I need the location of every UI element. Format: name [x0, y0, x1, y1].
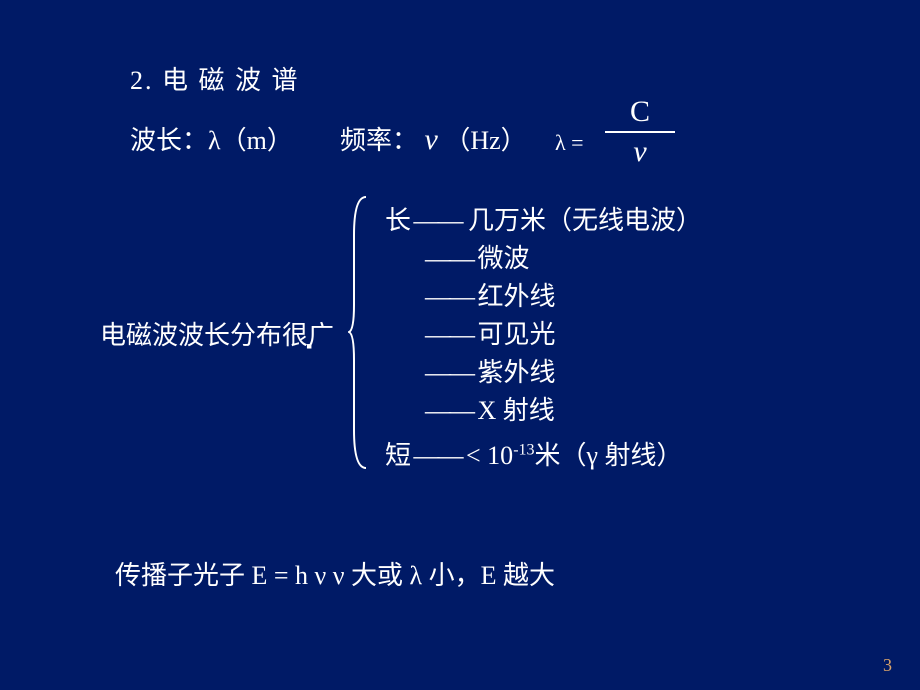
item2-text: 微波	[478, 244, 530, 273]
item1-text: 几万米（无线电波）	[462, 206, 703, 235]
fraction-bar	[605, 131, 675, 133]
spectrum-item-4: —— 可见光	[425, 314, 556, 351]
page-number: 3	[883, 655, 892, 676]
item4-prefix: ——	[425, 320, 478, 349]
spectrum-item-2: —— 微波	[425, 238, 530, 275]
frequency-label: 频率： ν （Hz）	[340, 120, 527, 157]
spectrum-item-5: —— 紫外线	[425, 352, 556, 389]
spectrum-range-label: 电磁波波长分布很广	[100, 315, 334, 352]
fraction-numerator: C	[600, 95, 680, 129]
lambda-equals: λ =	[555, 130, 584, 156]
section-title: 2. 电 磁 波 谱	[130, 60, 300, 97]
item6-prefix: ——	[425, 396, 478, 425]
last-vpre: < 10	[466, 441, 513, 470]
item5-text: 紫外线	[478, 358, 556, 387]
last-vsuf: 米（γ 射线）	[535, 441, 683, 470]
wavelength-text: 波长：λ（m）	[130, 126, 293, 155]
fraction-denominator: ν	[600, 135, 680, 169]
item1-prefix: 长 ——	[385, 206, 462, 235]
photon-energy-line: 传播子光子 E = h ν ν 大或 λ 小，E 越大	[115, 555, 555, 592]
item4-text: 可见光	[478, 320, 556, 349]
item3-prefix: ——	[425, 282, 478, 311]
fraction-c-over-nu: C ν	[600, 95, 680, 169]
slide-content: 2. 电 磁 波 谱 波长：λ（m） 频率： ν （Hz） λ = C ν 电磁…	[0, 0, 920, 690]
spectrum-item-1: 长 —— 几万米（无线电波）	[385, 200, 702, 237]
center-marker-icon: ▪	[306, 336, 312, 357]
nu-symbol: ν	[425, 123, 438, 156]
spectrum-item-last: 短 —— < 10-13米（γ 射线）	[385, 435, 683, 472]
last-prefix: 短 ——	[385, 441, 466, 470]
last-exponent: -13	[513, 441, 534, 458]
freq-unit: （Hz）	[444, 126, 526, 155]
freq-prefix: 频率：	[340, 126, 418, 155]
item3-text: 红外线	[478, 282, 556, 311]
item5-prefix: ——	[425, 358, 478, 387]
item6-text: X 射线	[478, 396, 555, 425]
item2-prefix: ——	[425, 244, 478, 273]
spectrum-item-6: —— X 射线	[425, 390, 555, 427]
spectrum-item-3: —— 红外线	[425, 276, 556, 313]
wavelength-label: 波长：λ（m）	[130, 120, 293, 157]
curly-brace-icon	[348, 195, 370, 470]
